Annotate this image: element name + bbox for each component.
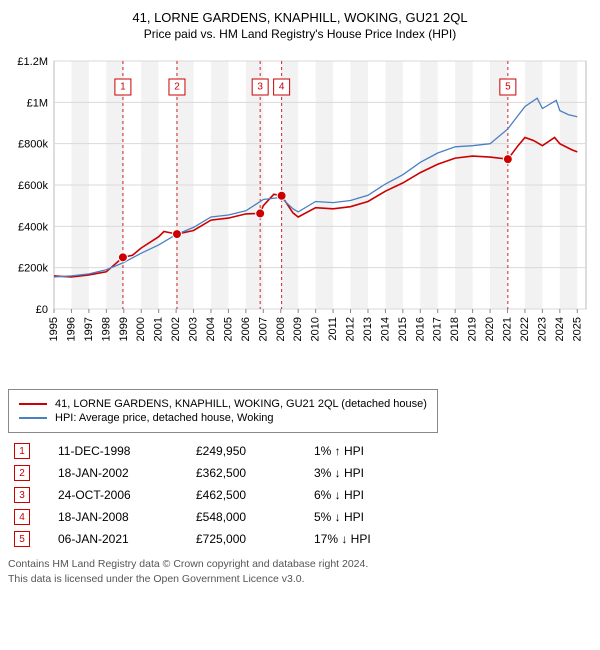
footer-line: This data is licensed under the Open Gov… (8, 572, 592, 587)
footer-line: Contains HM Land Registry data © Crown c… (8, 557, 592, 572)
table-row: 5 06-JAN-2021 £725,000 17% ↓ HPI (8, 531, 592, 547)
svg-text:2010: 2010 (310, 317, 322, 341)
svg-text:1: 1 (120, 82, 126, 93)
tx-date: 24-OCT-2006 (58, 488, 168, 502)
tx-delta: 17% ↓ HPI (314, 532, 424, 546)
svg-text:£0: £0 (36, 304, 48, 316)
tx-marker: 4 (14, 509, 30, 525)
tx-price: £249,950 (196, 444, 286, 458)
svg-text:2018: 2018 (449, 317, 461, 341)
svg-text:1998: 1998 (100, 317, 112, 341)
legend-swatch (19, 417, 47, 419)
tx-delta: 6% ↓ HPI (314, 488, 424, 502)
tx-marker: 5 (14, 531, 30, 547)
svg-text:2008: 2008 (275, 317, 287, 341)
svg-text:2022: 2022 (519, 317, 531, 341)
svg-text:2015: 2015 (397, 317, 409, 341)
svg-text:£1.2M: £1.2M (17, 56, 48, 68)
svg-text:2000: 2000 (135, 317, 147, 341)
svg-text:1999: 1999 (118, 317, 130, 341)
svg-text:2016: 2016 (414, 317, 426, 341)
svg-text:2012: 2012 (345, 317, 357, 341)
svg-text:2007: 2007 (257, 317, 269, 341)
svg-text:2024: 2024 (554, 317, 566, 341)
svg-text:2003: 2003 (188, 317, 200, 341)
price-chart: £0 £200k £400k £600k £800k £1M £1.2M 1995 1996 19… (8, 51, 592, 381)
svg-text:2002: 2002 (170, 317, 182, 341)
chart-container: £0 £200k £400k £600k £800k £1M £1.2M 1995 1996 19… (8, 51, 592, 381)
svg-text:2001: 2001 (153, 317, 165, 341)
svg-text:2: 2 (174, 82, 180, 93)
legend-label: 41, LORNE GARDENS, KNAPHILL, WOKING, GU2… (55, 398, 427, 410)
tx-date: 11-DEC-1998 (58, 444, 168, 458)
page-title: 41, LORNE GARDENS, KNAPHILL, WOKING, GU2… (8, 10, 592, 25)
svg-text:2025: 2025 (571, 317, 583, 341)
svg-text:2014: 2014 (379, 317, 391, 341)
tx-date: 06-JAN-2021 (58, 532, 168, 546)
tx-price: £548,000 (196, 510, 286, 524)
tx-marker: 1 (14, 443, 30, 459)
transactions-table: 1 11-DEC-1998 £249,950 1% ↑ HPI 2 18-JAN-2002… (8, 443, 592, 547)
tx-price: £362,500 (196, 466, 286, 480)
tx-delta: 1% ↑ HPI (314, 444, 424, 458)
legend: 41, LORNE GARDENS, KNAPHILL, WOKING, GU2… (8, 389, 438, 433)
svg-text:2009: 2009 (292, 317, 304, 341)
svg-text:1996: 1996 (65, 317, 77, 341)
tx-marker: 2 (14, 465, 30, 481)
svg-text:2004: 2004 (205, 317, 217, 341)
svg-text:1995: 1995 (48, 317, 60, 341)
table-row: 2 18-JAN-2002 £362,500 3% ↓ HPI (8, 465, 592, 481)
svg-text:2005: 2005 (222, 317, 234, 341)
tx-price: £462,500 (196, 488, 286, 502)
svg-text:2013: 2013 (362, 317, 374, 341)
legend-swatch (19, 403, 47, 405)
tx-delta: 5% ↓ HPI (314, 510, 424, 524)
tx-price: £725,000 (196, 532, 286, 546)
table-row: 1 11-DEC-1998 £249,950 1% ↑ HPI (8, 443, 592, 459)
tx-marker: 3 (14, 487, 30, 503)
svg-text:£600k: £600k (18, 180, 48, 192)
svg-text:5: 5 (505, 82, 511, 93)
svg-text:2011: 2011 (327, 317, 339, 341)
svg-text:2021: 2021 (502, 317, 514, 341)
svg-text:1997: 1997 (83, 317, 95, 341)
svg-text:4: 4 (279, 82, 285, 93)
svg-text:£800k: £800k (18, 139, 48, 151)
table-row: 3 24-OCT-2006 £462,500 6% ↓ HPI (8, 487, 592, 503)
svg-text:2020: 2020 (484, 317, 496, 341)
svg-text:2006: 2006 (240, 317, 252, 341)
tx-delta: 3% ↓ HPI (314, 466, 424, 480)
svg-text:2019: 2019 (467, 317, 479, 341)
legend-row: HPI: Average price, detached house, Woki… (19, 412, 427, 424)
legend-label: HPI: Average price, detached house, Woki… (55, 412, 274, 424)
svg-text:2023: 2023 (536, 317, 548, 341)
svg-text:3: 3 (257, 82, 263, 93)
svg-text:£400k: £400k (18, 221, 48, 233)
tx-date: 18-JAN-2008 (58, 510, 168, 524)
legend-row: 41, LORNE GARDENS, KNAPHILL, WOKING, GU2… (19, 398, 427, 410)
table-row: 4 18-JAN-2008 £548,000 5% ↓ HPI (8, 509, 592, 525)
svg-text:2017: 2017 (432, 317, 444, 341)
page-subtitle: Price paid vs. HM Land Registry's House … (8, 27, 592, 41)
footer-attribution: Contains HM Land Registry data © Crown c… (8, 557, 592, 586)
svg-text:£200k: £200k (18, 263, 48, 275)
svg-text:£1M: £1M (27, 97, 48, 109)
tx-date: 18-JAN-2002 (58, 466, 168, 480)
